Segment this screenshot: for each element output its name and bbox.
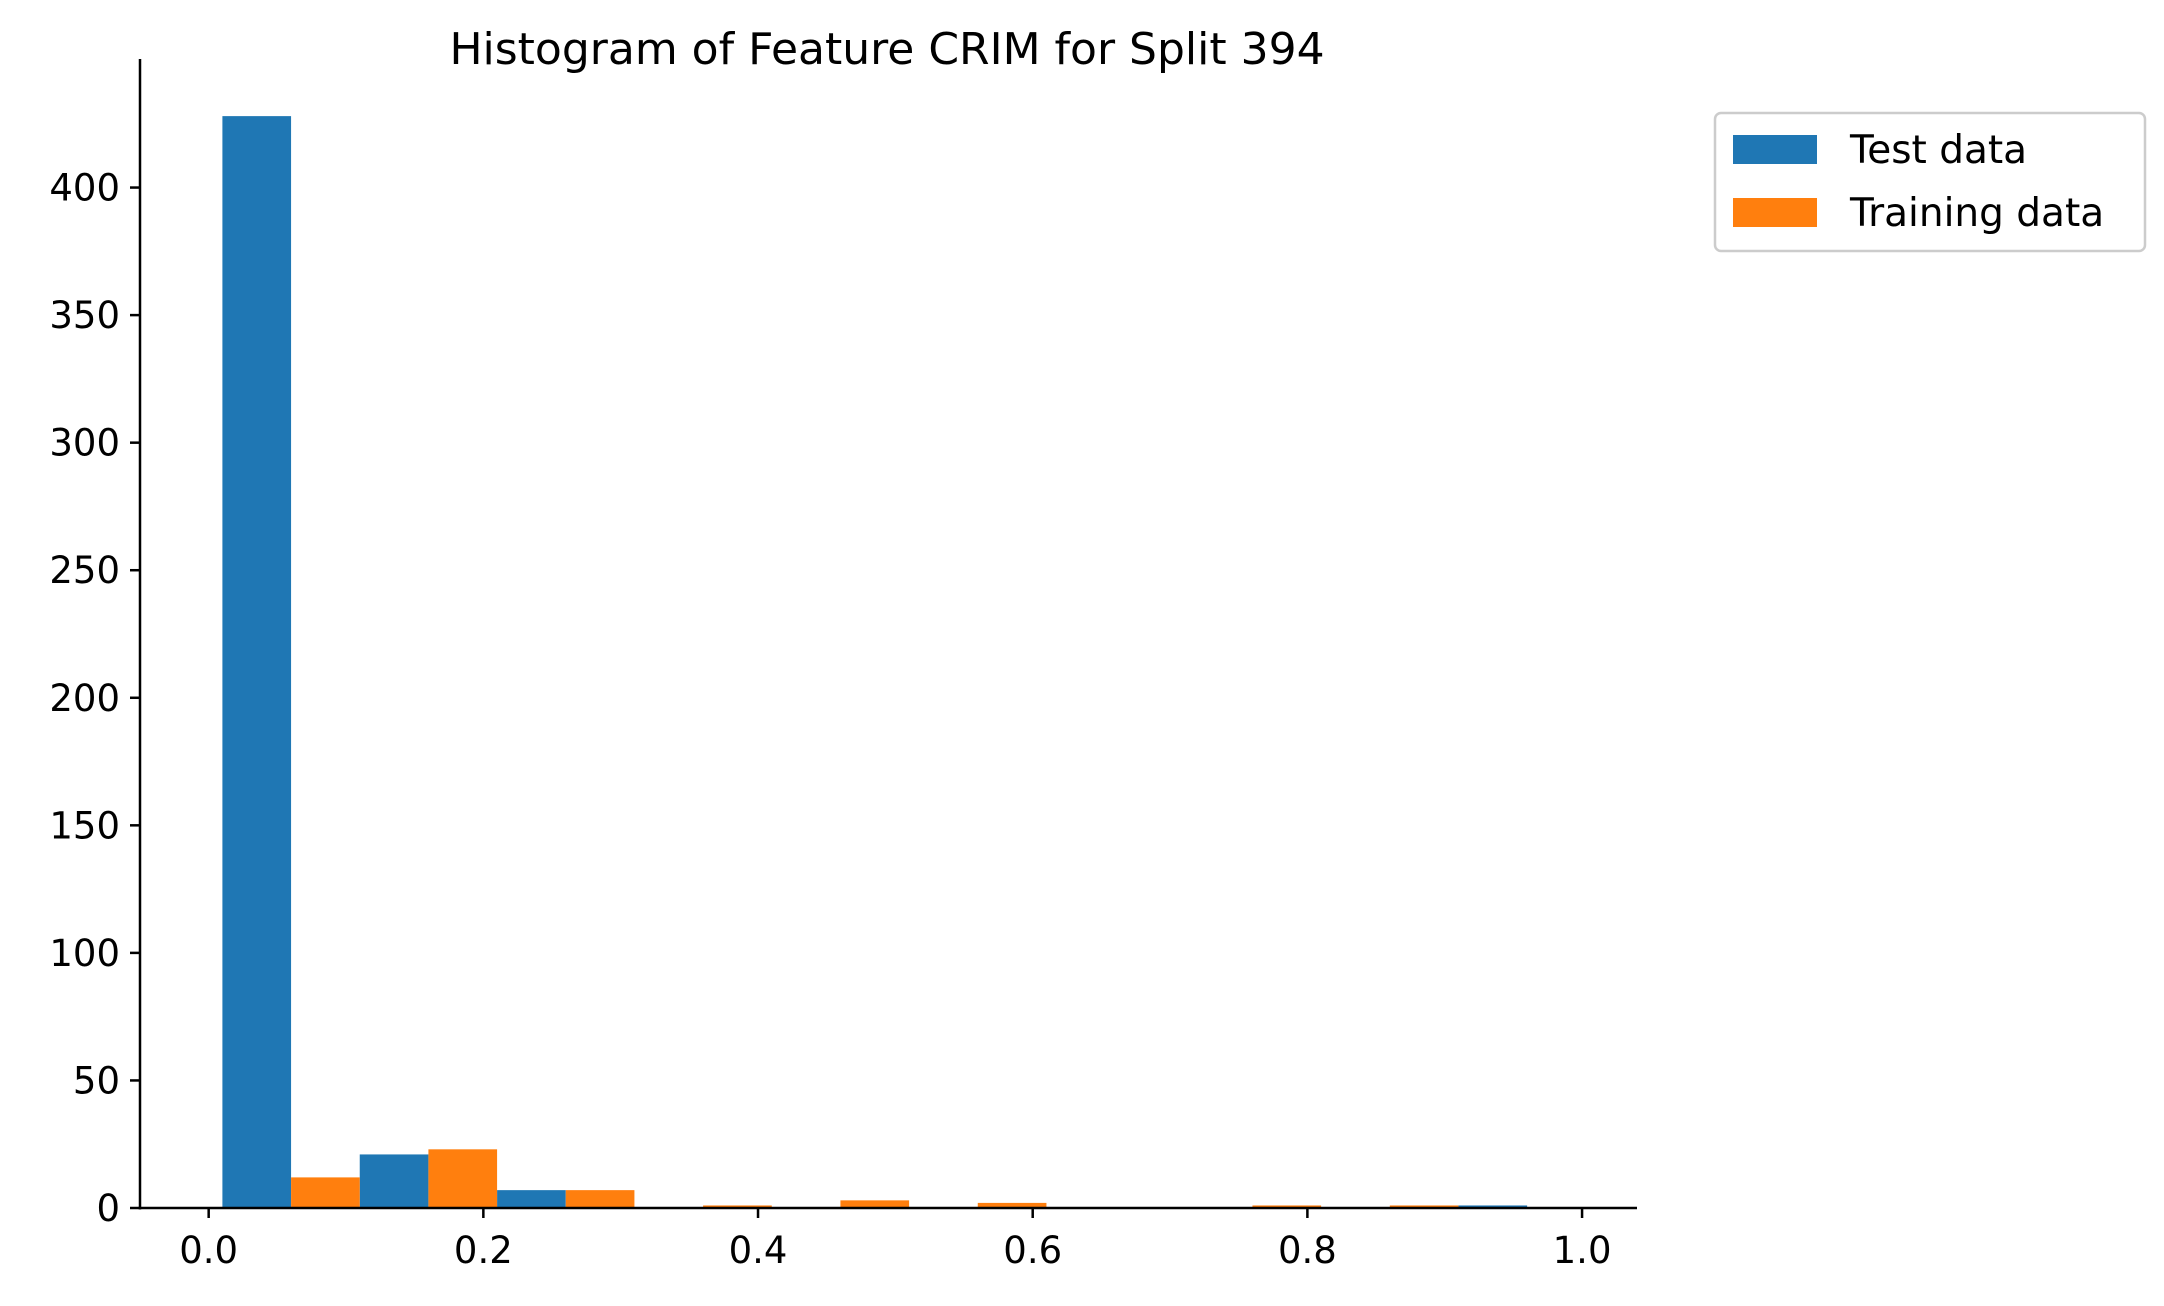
bar-test-data-bin-0 [222,116,292,1209]
y-tick-label-0: 0 [96,1187,120,1230]
y-tick-label-200: 200 [49,677,120,720]
bar-training-data-bin-2 [565,1190,635,1208]
bar-training-data-bin-3 [703,1205,772,1208]
y-tick-label-400: 400 [49,167,120,210]
y-tick-label-350: 350 [49,294,120,337]
bar-test-data-bin-9 [1458,1205,1528,1208]
x-tick-label-4: 0.8 [1278,1229,1337,1272]
bar-training-data-bin-8 [1389,1205,1459,1208]
x-tick-label-0: 0.0 [179,1229,238,1272]
legend-swatch-training-data [1733,198,1817,227]
y-tick-label-50: 50 [73,1059,120,1102]
bar-training-data-bin-4 [840,1200,910,1208]
legend-swatch-test-data [1733,135,1817,164]
y-tick-label-100: 100 [49,932,120,975]
y-tick-label-300: 300 [49,422,120,465]
bar-training-data-bin-0 [291,1177,360,1208]
legend-label-test-data: Test data [1849,128,2027,173]
y-tick-label-250: 250 [49,549,120,592]
bar-training-data-bin-1 [428,1149,498,1208]
legend-frame [1713,111,2147,253]
x-tick-label-1: 0.2 [454,1229,513,1272]
bar-training-data-bin-7 [1252,1205,1322,1208]
x-tick-label-2: 0.4 [729,1229,788,1272]
legend: Test data Training data [1713,111,2147,253]
chart-title: Histogram of Feature CRIM for Split 394 [449,24,1324,75]
bars-layer [222,116,1528,1209]
bar-training-data-bin-5 [977,1202,1047,1208]
x-tick-label-5: 1.0 [1553,1229,1612,1272]
axes-layer: 0 50 100 150 200 250 300 350 400 0.0 0.2 0.4 0.6 0.8 1… [49,59,1637,1272]
y-tick-label-150: 150 [49,804,120,847]
legend-label-training-data: Training data [1849,191,2104,236]
x-tick-label-3: 0.6 [1003,1229,1062,1272]
bar-test-data-bin-1 [359,1154,429,1208]
bar-test-data-bin-2 [497,1190,566,1208]
